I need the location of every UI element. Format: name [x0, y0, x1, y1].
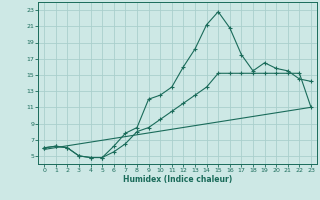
X-axis label: Humidex (Indice chaleur): Humidex (Indice chaleur)	[123, 175, 232, 184]
